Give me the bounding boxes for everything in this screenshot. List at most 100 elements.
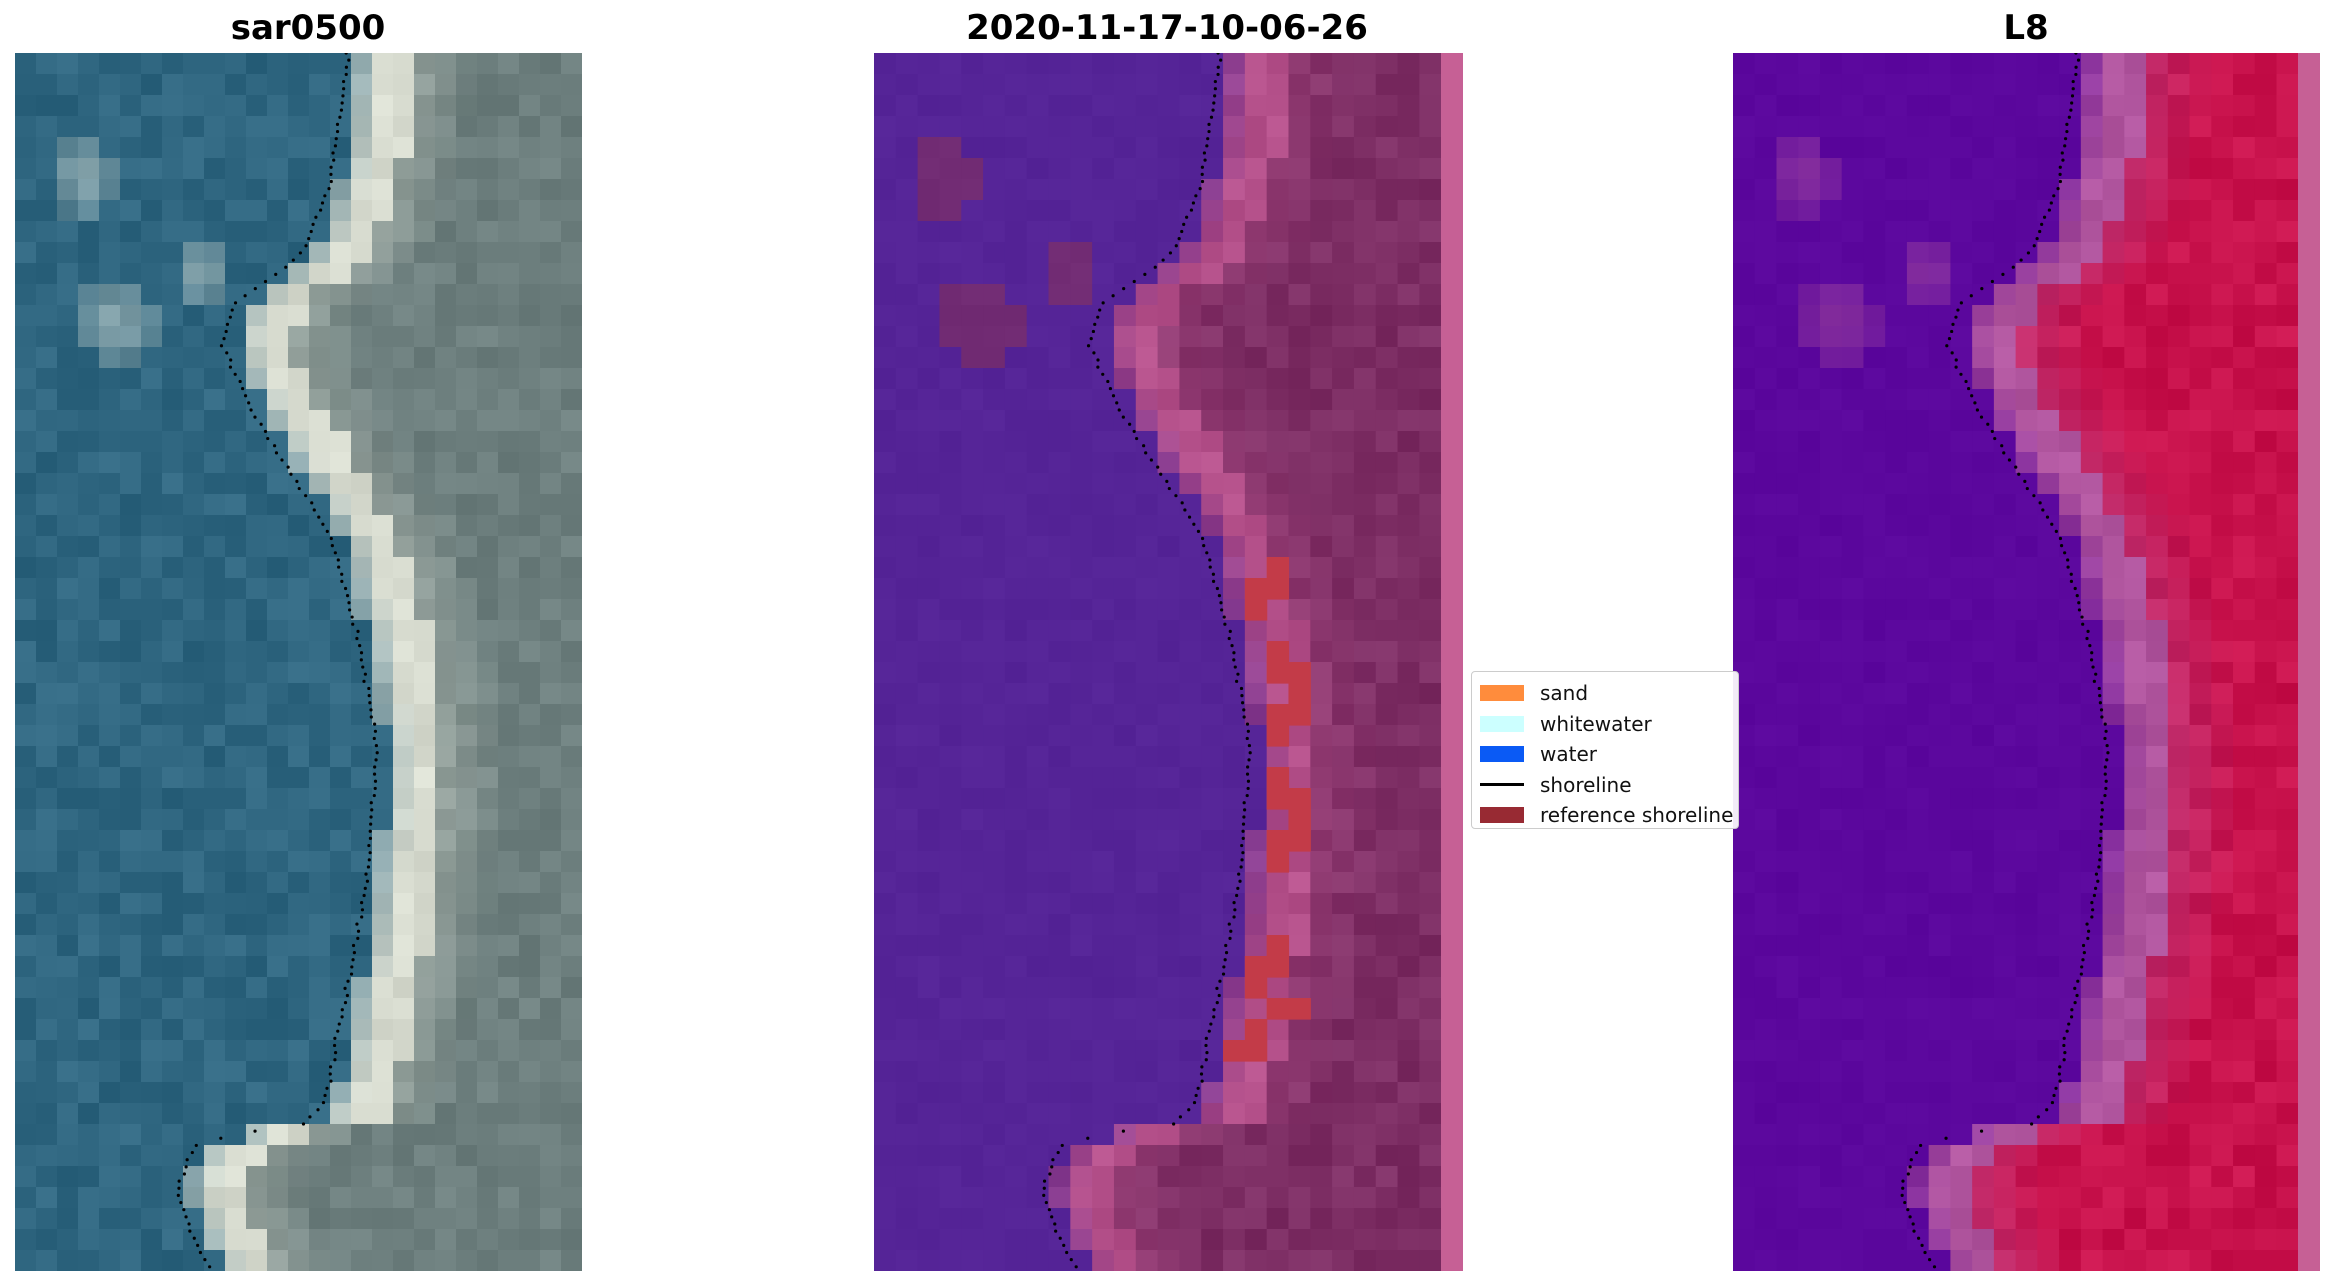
image-pixel (2015, 893, 2038, 915)
image-pixel (939, 221, 962, 243)
image-pixel (2102, 515, 2125, 537)
image-pixel (1397, 536, 1420, 558)
shoreline-point (1206, 137, 1210, 141)
image-pixel (372, 725, 394, 747)
image-pixel (204, 494, 226, 516)
image-pixel (1004, 599, 1028, 621)
image-pixel (1201, 389, 1224, 411)
shoreline-point (1240, 858, 1244, 862)
image-pixel (435, 830, 457, 852)
image-pixel (183, 578, 205, 600)
image-pixel (435, 410, 457, 432)
image-pixel (2124, 452, 2147, 474)
shoreline-point (1246, 729, 1250, 733)
shoreline-point (1122, 287, 1126, 291)
image-pixel (1798, 53, 1821, 75)
image-pixel (1353, 221, 1377, 243)
image-pixel (519, 494, 541, 516)
image-pixel (288, 1208, 310, 1230)
image-pixel (1906, 431, 1930, 453)
sand-pixel (1244, 578, 1290, 600)
image-pixel (2167, 116, 2191, 138)
image-pixel (1157, 284, 1180, 306)
image-pixel (1070, 473, 1093, 495)
image-pixel (2189, 893, 2212, 915)
image-pixel (895, 74, 919, 96)
image-pixel (1885, 1166, 1908, 1188)
image-pixel (1885, 1187, 1908, 1209)
image-pixel (1048, 704, 1071, 726)
image-pixel (330, 74, 352, 96)
image-pixel (1004, 221, 1028, 243)
image-pixel (1928, 305, 1952, 327)
image-pixel (183, 242, 205, 264)
shoreline-point (177, 1186, 181, 1190)
image-pixel (1332, 662, 1355, 684)
image-pixel (2254, 1187, 2278, 1209)
image-pixel (939, 347, 962, 369)
image-pixel (267, 1208, 289, 1230)
image-pixel (961, 935, 984, 957)
image-pixel (1950, 95, 1973, 117)
image-pixel (561, 431, 582, 453)
image-pixel (1135, 1208, 1159, 1230)
image-pixel (2254, 557, 2278, 579)
image-pixel (983, 263, 1006, 285)
image-pixel (1776, 851, 1799, 873)
image-pixel (1332, 578, 1355, 600)
image-pixel (2015, 1103, 2038, 1125)
shoreline-point (1221, 972, 1226, 976)
image-pixel (2254, 368, 2278, 390)
image-pixel (456, 767, 478, 789)
image-pixel (1798, 1124, 1821, 1146)
image-pixel (561, 515, 582, 537)
image-pixel (2102, 641, 2125, 663)
image-pixel (2167, 536, 2191, 558)
image-pixel (1332, 74, 1355, 96)
image-pixel (1332, 284, 1355, 306)
image-pixel (1885, 872, 1908, 894)
shoreline-point (1204, 1058, 1208, 1062)
image-pixel (1092, 1124, 1115, 1146)
image-pixel (2233, 536, 2256, 558)
shoreline-point (331, 151, 335, 155)
image-pixel (540, 746, 562, 768)
image-pixel (2146, 1124, 2169, 1146)
image-pixel (1353, 536, 1377, 558)
image-pixel (2015, 1040, 2038, 1062)
shoreline-point (1062, 1243, 1066, 1247)
image-pixel (2167, 725, 2191, 747)
image-pixel (1733, 158, 1756, 180)
image-pixel (1244, 893, 1268, 915)
image-pixel (288, 599, 310, 621)
image-pixel (1928, 1103, 1952, 1125)
image-pixel (1419, 221, 1442, 243)
image-pixel (372, 746, 394, 768)
image-pixel (939, 263, 962, 285)
image-pixel (141, 1187, 163, 1209)
image-pixel (414, 830, 436, 852)
image-pixel (204, 998, 226, 1020)
image-pixel (2037, 95, 2060, 117)
image-pixel (162, 473, 184, 495)
image-pixel (1841, 221, 1865, 243)
image-pixel (939, 578, 962, 600)
image-pixel (120, 326, 142, 348)
image-pixel (1223, 872, 1246, 894)
image-pixel (1798, 242, 1821, 264)
image-pixel (1419, 956, 1442, 978)
image-pixel (36, 242, 58, 264)
image-pixel (1004, 389, 1028, 411)
image-pixel (78, 683, 100, 705)
image-pixel (204, 452, 226, 474)
image-pixel (414, 1082, 436, 1104)
image-pixel (1070, 578, 1093, 600)
image-pixel (1819, 347, 1843, 369)
image-pixel (1179, 809, 1202, 831)
image-pixel (1288, 1124, 1311, 1146)
image-pixel (1026, 1145, 1050, 1167)
image-pixel (309, 767, 331, 789)
image-pixel (2276, 725, 2299, 747)
image-pixel (519, 872, 541, 894)
image-pixel (456, 662, 478, 684)
